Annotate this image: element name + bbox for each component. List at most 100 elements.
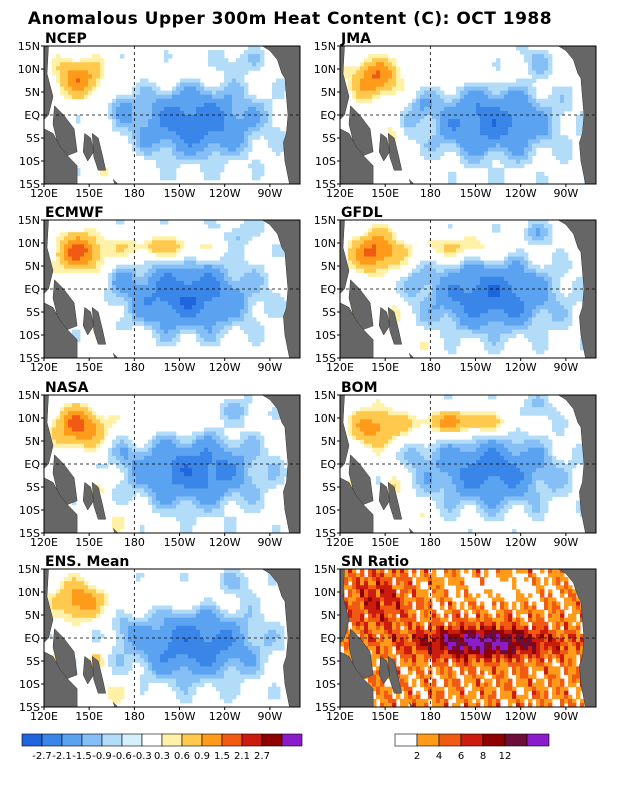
field-cell (148, 313, 153, 318)
field-cell (388, 236, 393, 241)
field-cell (128, 313, 133, 318)
field-cell (388, 252, 393, 257)
field-cell (520, 143, 525, 148)
field-cell (140, 139, 145, 144)
field-cell (492, 345, 497, 351)
field-cell (236, 90, 241, 96)
field-cell (448, 147, 453, 152)
field-cell (236, 232, 241, 237)
field-cell (200, 468, 205, 473)
field-cell (436, 240, 441, 245)
field-cell (192, 431, 197, 436)
field-cell (184, 147, 189, 152)
field-cell (244, 260, 249, 266)
field-cell (148, 123, 153, 128)
field-cell (540, 175, 545, 181)
field-cell (528, 289, 533, 294)
field-cell (156, 90, 161, 96)
field-cell (368, 62, 373, 67)
field-cell (440, 309, 445, 314)
field-cell (224, 78, 229, 83)
field-cell (372, 54, 377, 59)
field-cell (208, 488, 213, 493)
field-cell (244, 232, 249, 237)
field-cell (232, 143, 237, 148)
field-cell (516, 284, 521, 290)
field-cell (172, 98, 177, 104)
field-cell (420, 280, 425, 286)
field-cell (52, 264, 57, 270)
field-cell (424, 297, 429, 302)
land-mass (52, 105, 78, 157)
field-cell (88, 256, 93, 261)
field-cell (452, 131, 457, 136)
field-cell (516, 131, 521, 136)
field-cell (240, 256, 245, 261)
field-cell (528, 224, 533, 229)
field-cell (420, 86, 425, 92)
field-cell (60, 415, 65, 420)
field-cell (68, 403, 73, 408)
field-cell (160, 431, 165, 436)
field-cell (140, 264, 145, 270)
field-cell (128, 115, 133, 120)
field-cell (136, 127, 141, 132)
field-cell (160, 260, 165, 266)
field-cell (548, 297, 553, 302)
field-cell (236, 248, 241, 253)
field-cell (252, 468, 257, 473)
field-cell (192, 325, 197, 330)
field-cell (144, 115, 149, 120)
field-cell (120, 297, 125, 302)
x-tick-label: 150W (164, 187, 196, 200)
field-cell (184, 260, 189, 266)
field-cell (516, 309, 521, 314)
field-cell (164, 321, 169, 326)
field-cell (244, 50, 249, 55)
field-cell (236, 123, 241, 128)
field-cell (88, 236, 93, 241)
y-tick-label: 10S (19, 155, 40, 168)
field-cell (216, 443, 221, 449)
field-cell (480, 317, 485, 322)
field-cell (476, 127, 481, 132)
field-cell (208, 317, 213, 322)
field-cell (252, 317, 257, 322)
field-cell (436, 90, 441, 96)
field-cell (500, 106, 505, 112)
field-cell (188, 276, 193, 282)
field-cell (468, 321, 473, 326)
field-cell (248, 443, 253, 449)
field-cell (256, 175, 261, 181)
field-cell (228, 106, 233, 112)
field-cell (548, 325, 553, 330)
field-cell (580, 276, 585, 282)
field-cell (176, 244, 181, 249)
field-cell (156, 305, 161, 310)
field-cell (528, 297, 533, 302)
field-cell (520, 321, 525, 326)
field-cell (220, 163, 225, 169)
field-cell (528, 240, 533, 245)
field-cell (228, 280, 233, 286)
field-cell (156, 484, 161, 489)
field-cell (104, 423, 109, 428)
field-cell (152, 123, 157, 128)
field-cell (180, 301, 185, 306)
field-cell (240, 297, 245, 302)
field-cell (516, 147, 521, 152)
field-cell (536, 264, 541, 270)
field-cell (104, 171, 109, 177)
field-cell (420, 147, 425, 152)
field-cell (560, 110, 565, 116)
field-cell (532, 147, 537, 152)
field-cell (124, 451, 129, 457)
field-cell (444, 252, 449, 257)
field-cell (548, 224, 553, 229)
field-cell (260, 50, 265, 55)
field-cell (100, 66, 105, 71)
field-cell (476, 151, 481, 156)
field-cell (576, 297, 581, 302)
field-cell (512, 309, 517, 314)
